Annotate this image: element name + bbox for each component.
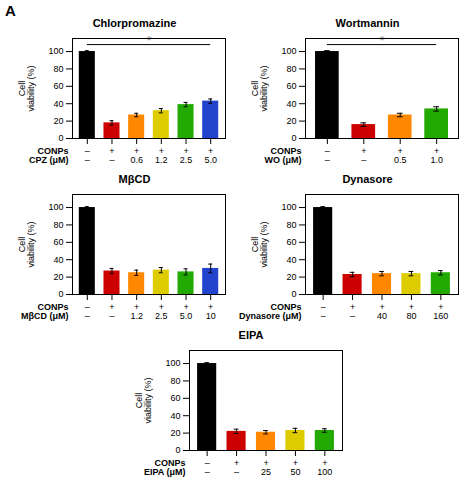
html-text:MβCD: MβCD: [118, 173, 151, 185]
svg-text:80: 80: [53, 220, 63, 230]
svg-text:0: 0: [58, 289, 63, 299]
svg-text:80: 80: [286, 220, 296, 230]
html-text:Wortmannin: Wortmannin: [335, 17, 400, 29]
html-text:Dynasore: Dynasore: [342, 173, 393, 185]
svg-text:Cellviability (%): Cellviability (%): [17, 221, 36, 267]
svg-text:100: 100: [281, 46, 296, 56]
svg-text:––: ––: [85, 146, 90, 165]
svg-text:+0.5: +0.5: [394, 146, 407, 165]
svg-text:0: 0: [58, 133, 63, 143]
svg-text:60: 60: [286, 237, 296, 247]
svg-text:100: 100: [165, 358, 180, 368]
svg-text:––: ––: [325, 146, 330, 165]
svg-text:––: ––: [204, 458, 209, 477]
svg-text:*: *: [146, 33, 151, 48]
svg-text:CONPsMβCD (μM): CONPsMβCD (μM): [21, 302, 69, 321]
svg-text:+160: +160: [433, 302, 448, 321]
svg-text:+–: +–: [350, 302, 355, 321]
svg-text:CONPsDynasore (μM): CONPsDynasore (μM): [239, 302, 302, 321]
svg-text:60: 60: [286, 81, 296, 91]
svg-text:Cellviability (%): Cellviability (%): [250, 65, 269, 111]
svg-text:20: 20: [170, 428, 180, 438]
svg-text:80: 80: [170, 376, 180, 386]
svg-text:+80: +80: [406, 302, 416, 321]
svg-text:––: ––: [85, 302, 90, 321]
svg-text:+–: +–: [233, 458, 238, 477]
svg-text:20: 20: [53, 116, 63, 126]
svg-text:Cellviability (%): Cellviability (%): [133, 377, 152, 423]
svg-text:100: 100: [281, 202, 296, 212]
svg-text:80: 80: [53, 64, 63, 74]
svg-text:0: 0: [291, 133, 296, 143]
svg-text:20: 20: [286, 116, 296, 126]
svg-text:20: 20: [286, 272, 296, 282]
svg-text:*: *: [379, 33, 384, 48]
svg-text:+5.0: +5.0: [204, 146, 217, 165]
svg-text:0: 0: [291, 289, 296, 299]
html-text:Chlorpromazine: Chlorpromazine: [92, 17, 177, 29]
svg-text:60: 60: [53, 237, 63, 247]
svg-text:60: 60: [53, 81, 63, 91]
svg-text:+50: +50: [290, 458, 300, 477]
svg-text:40: 40: [170, 411, 180, 421]
svg-text:Cellviability (%): Cellviability (%): [17, 65, 36, 111]
svg-text:40: 40: [53, 99, 63, 109]
svg-text:+5.0: +5.0: [180, 302, 193, 321]
svg-text:80: 80: [286, 64, 296, 74]
svg-text:+40: +40: [377, 302, 387, 321]
svg-text:+–: +–: [361, 146, 366, 165]
svg-text:+1.2: +1.2: [130, 302, 143, 321]
svg-text:+100: +100: [317, 458, 332, 477]
svg-text:+2.5: +2.5: [155, 302, 168, 321]
svg-text:––: ––: [321, 302, 326, 321]
svg-text:0: 0: [175, 445, 180, 455]
svg-text:40: 40: [286, 255, 296, 265]
svg-text:+25: +25: [260, 458, 270, 477]
svg-text:CONPsWO (μM): CONPsWO (μM): [265, 146, 302, 165]
svg-text:+10: +10: [206, 302, 216, 321]
html-text:A: A: [5, 2, 16, 19]
svg-text:+–: +–: [109, 146, 114, 165]
svg-text:60: 60: [170, 393, 180, 403]
svg-text:+–: +–: [109, 302, 114, 321]
html-text:EIPA: EIPA: [238, 329, 264, 341]
svg-text:100: 100: [48, 202, 63, 212]
svg-text:+0.6: +0.6: [130, 146, 143, 165]
svg-text:CONPsEIPA (μM): CONPsEIPA (μM): [143, 458, 185, 477]
svg-text:40: 40: [53, 255, 63, 265]
svg-text:20: 20: [53, 272, 63, 282]
svg-text:+1.2: +1.2: [155, 146, 168, 165]
svg-text:CONPsCPZ (μM): CONPsCPZ (μM): [29, 146, 69, 165]
svg-text:40: 40: [286, 99, 296, 109]
svg-text:Cellviability (%): Cellviability (%): [250, 221, 269, 267]
svg-text:+2.5: +2.5: [180, 146, 193, 165]
svg-text:100: 100: [48, 46, 63, 56]
svg-text:+1.0: +1.0: [430, 146, 443, 165]
